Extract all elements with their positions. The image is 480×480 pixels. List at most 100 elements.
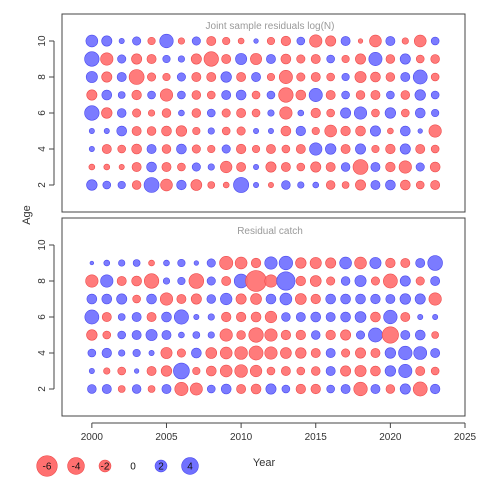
- residual-bubble: [341, 72, 350, 82]
- residual-bubble: [219, 346, 233, 360]
- residual-bubble: [88, 128, 95, 134]
- residual-bubble: [116, 276, 127, 286]
- legend-bubble: [181, 457, 199, 475]
- residual-bubble: [100, 274, 114, 288]
- residual-bubble: [236, 330, 246, 340]
- residual-bubble: [310, 72, 321, 82]
- residual-bubble: [161, 384, 172, 394]
- residual-bubble: [401, 37, 409, 45]
- residual-bubble: [206, 36, 217, 46]
- residual-bubble: [383, 273, 398, 289]
- residual-bubble: [401, 108, 410, 118]
- residual-bubble: [400, 90, 410, 100]
- residual-bubble: [325, 366, 336, 376]
- residual-bubble: [248, 345, 264, 361]
- residual-bubble: [146, 126, 157, 136]
- residual-bubble: [295, 144, 306, 154]
- residual-bubble: [88, 368, 95, 374]
- residual-bubble: [176, 348, 186, 358]
- residual-bubble: [326, 54, 335, 64]
- residual-bubble: [148, 350, 155, 356]
- residual-bubble: [190, 53, 202, 65]
- residual-bubble: [86, 89, 98, 101]
- residual-bubble: [236, 126, 246, 136]
- residual-bubble: [431, 331, 439, 339]
- residual-bubble: [190, 179, 203, 191]
- residual-bubble: [101, 71, 113, 83]
- residual-bubble: [400, 258, 411, 268]
- residual-bubble: [276, 271, 296, 291]
- residual-bubble: [415, 366, 426, 376]
- residual-bubble: [267, 109, 275, 117]
- residual-bubble: [131, 143, 142, 155]
- residual-bubble: [325, 257, 337, 269]
- residual-bubble: [206, 90, 216, 100]
- residual-bubble: [159, 292, 174, 306]
- x-tick-label: 2010: [230, 432, 253, 443]
- residual-bubble: [162, 54, 171, 64]
- residual-bubble: [177, 37, 185, 45]
- residual-bubble: [143, 177, 160, 193]
- residual-bubble: [176, 294, 187, 304]
- residual-bubble: [221, 90, 232, 100]
- residual-bubble: [145, 329, 158, 341]
- residual-bubble: [85, 274, 99, 288]
- residual-bubble: [399, 53, 411, 65]
- residual-bubble: [280, 329, 291, 341]
- residual-bubble: [235, 293, 247, 305]
- residual-bubble: [341, 348, 351, 358]
- residual-bubble: [414, 89, 426, 101]
- residual-bubble: [355, 90, 366, 100]
- residual-bubble: [280, 125, 292, 137]
- residual-bubble: [207, 144, 216, 154]
- residual-bubble: [237, 37, 245, 45]
- residual-bubble: [296, 366, 306, 376]
- residual-bubble: [162, 277, 171, 285]
- residual-bubble: [131, 275, 142, 287]
- residual-bubble: [355, 179, 366, 191]
- residual-bubble: [296, 36, 306, 46]
- residual-bubble: [249, 364, 263, 378]
- residual-bubble: [295, 347, 307, 359]
- legend-bubble: [154, 459, 168, 473]
- residual-bubble: [250, 311, 262, 323]
- residual-bubble: [354, 365, 367, 377]
- residual-bubble: [415, 180, 425, 190]
- residual-bubble: [207, 163, 215, 171]
- residual-bubble: [101, 347, 112, 359]
- residual-bubble: [296, 162, 306, 172]
- residual-bubble: [311, 126, 320, 136]
- residual-bubble: [236, 143, 247, 155]
- residual-bubble: [177, 55, 185, 63]
- residual-bubble: [116, 72, 127, 82]
- residual-bubble: [84, 309, 100, 325]
- residual-bubble: [175, 125, 188, 137]
- residual-bubble: [370, 276, 380, 286]
- residual-bubble: [341, 181, 350, 189]
- residual-bubble: [253, 164, 259, 170]
- residual-bubble: [191, 90, 202, 100]
- residual-bubble: [295, 125, 306, 137]
- residual-bubble: [265, 383, 277, 395]
- y-tick-label: 6: [37, 314, 48, 320]
- residual-bubble: [264, 256, 278, 270]
- residual-bubble: [370, 348, 381, 358]
- panel-joint-sample-residuals: Joint sample residuals log(N) 2 4 6 8 10: [37, 13, 466, 213]
- residual-bubble: [381, 326, 399, 344]
- residual-bubble: [398, 345, 413, 361]
- residual-bubble: [430, 383, 441, 395]
- residual-bubble: [279, 292, 293, 306]
- residual-bubble: [177, 276, 186, 286]
- residual-bubble: [103, 367, 111, 375]
- legend-label: 4: [187, 462, 193, 473]
- size-legend: -6 -4 -2 0 2 4: [36, 455, 199, 477]
- residual-bubble: [280, 347, 292, 359]
- residual-bubble: [385, 161, 396, 173]
- legend-label: -6: [43, 462, 52, 473]
- residual-bubble: [206, 294, 216, 304]
- residual-bubble: [134, 368, 140, 374]
- residual-bubble: [339, 256, 352, 270]
- residual-bubble: [146, 293, 157, 305]
- residual-bubble: [340, 276, 351, 286]
- residual-bubble: [191, 36, 201, 46]
